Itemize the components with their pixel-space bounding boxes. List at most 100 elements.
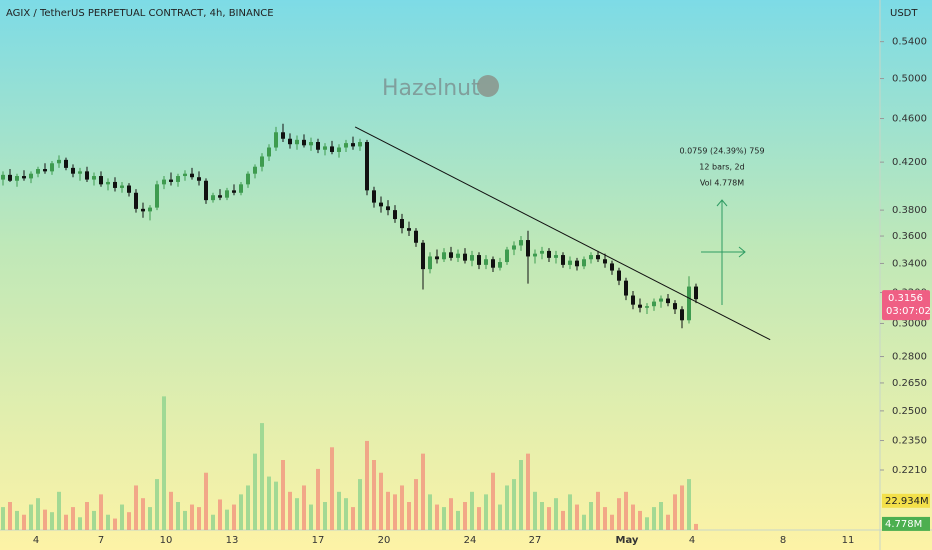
x-tick-label: 27 (529, 535, 542, 546)
candle-body (428, 256, 432, 270)
candle-body (386, 206, 390, 211)
candle-body (148, 207, 152, 212)
volume-label-bg (882, 516, 930, 531)
candle-body (456, 253, 460, 258)
candle-body (540, 250, 544, 254)
volume-bar (64, 514, 68, 530)
y-tick-label: 0.5000 (892, 74, 927, 85)
candle-body (43, 169, 47, 172)
candle-body (330, 146, 334, 152)
volume-bar (666, 514, 670, 530)
volume-bar (85, 502, 89, 530)
y-tick-label: 0.3400 (892, 258, 927, 269)
volume-bar (694, 523, 698, 530)
candle-body (113, 181, 117, 188)
measure-text: 12 bars, 2d (699, 163, 744, 172)
y-unit: USDT (890, 8, 918, 19)
volume-bar (421, 453, 425, 530)
measure-text: 0.0759 (24.39%) 759 (679, 147, 764, 156)
y-tick-label: 0.4200 (892, 157, 927, 168)
watermark-logo (477, 75, 499, 97)
y-tick-label: 0.3600 (892, 231, 927, 242)
candle-body (197, 177, 201, 181)
volume-bar (400, 485, 404, 530)
candle-body (204, 180, 208, 201)
candle-body (603, 259, 607, 264)
candle-body (8, 174, 12, 181)
candle-body (281, 132, 285, 139)
volume-bar (526, 453, 530, 530)
volume-bar (183, 510, 187, 530)
x-tick-label: 17 (312, 535, 325, 546)
candle-body (232, 190, 236, 193)
candle-body (169, 179, 173, 182)
volume-bar (407, 502, 411, 530)
volume-bar (519, 460, 523, 530)
candle-body (36, 169, 40, 174)
volume-bar (505, 485, 509, 530)
volume-bar (295, 498, 299, 530)
watermark: Hazelnut (382, 76, 480, 101)
chart-title: AGIX / TetherUS PERPETUAL CONTRACT, 4h, … (6, 8, 274, 19)
volume-bar (449, 498, 453, 530)
volume-bar (631, 504, 635, 530)
x-tick-label: 8 (780, 535, 786, 546)
candle-body (589, 255, 593, 260)
candle-body (253, 166, 257, 174)
volume-bar (190, 504, 194, 530)
volume-bars (1, 396, 698, 530)
candle-body (64, 159, 68, 168)
candle-body (414, 230, 418, 243)
x-tick-label: 4 (689, 535, 695, 546)
candle-body (1, 174, 5, 180)
candle-body (155, 184, 159, 208)
x-tick-label: 10 (160, 535, 173, 546)
candle-body (162, 179, 166, 185)
volume-bar (575, 504, 579, 530)
y-tick-label: 0.3800 (892, 205, 927, 216)
x-tick-label: 13 (226, 535, 239, 546)
candle-body (309, 142, 313, 146)
candle-body (568, 260, 572, 265)
volume-bar (281, 460, 285, 530)
volume-bar (92, 510, 96, 530)
volume-bar (316, 468, 320, 530)
candle-body (596, 255, 600, 260)
candle-body (610, 263, 614, 271)
volume-bar (1, 507, 5, 530)
volume-label-bg (882, 493, 930, 508)
candle-body (57, 159, 61, 164)
volume-bar (267, 476, 271, 530)
volume-bar (218, 499, 222, 530)
volume-bar (323, 502, 327, 530)
y-tick-label: 0.2500 (892, 406, 927, 417)
candle-body (183, 173, 187, 177)
candle-body (29, 173, 33, 179)
candle-body (659, 298, 663, 302)
x-tick-label: 7 (98, 535, 104, 546)
candle-body (624, 280, 628, 296)
candle-body (645, 306, 649, 308)
volume-bar (561, 510, 565, 530)
volume-bar (540, 502, 544, 530)
volume-bar (393, 494, 397, 530)
volume-bar (351, 507, 355, 530)
candle-body (372, 190, 376, 203)
volume-bar (225, 509, 229, 530)
candle-body (400, 219, 404, 229)
measure-arrowhead (738, 246, 746, 258)
candle-body (106, 181, 110, 185)
candle-body (687, 286, 691, 321)
volume-bar (372, 460, 376, 530)
volume-bar (120, 504, 124, 530)
volume-bar (568, 494, 572, 530)
volume-bar (197, 507, 201, 530)
candle-body (358, 142, 362, 147)
candle-body (190, 173, 194, 178)
candle-body (120, 185, 124, 188)
volume-bar (456, 510, 460, 530)
volume-bar (162, 396, 166, 530)
candle-body (141, 208, 145, 212)
